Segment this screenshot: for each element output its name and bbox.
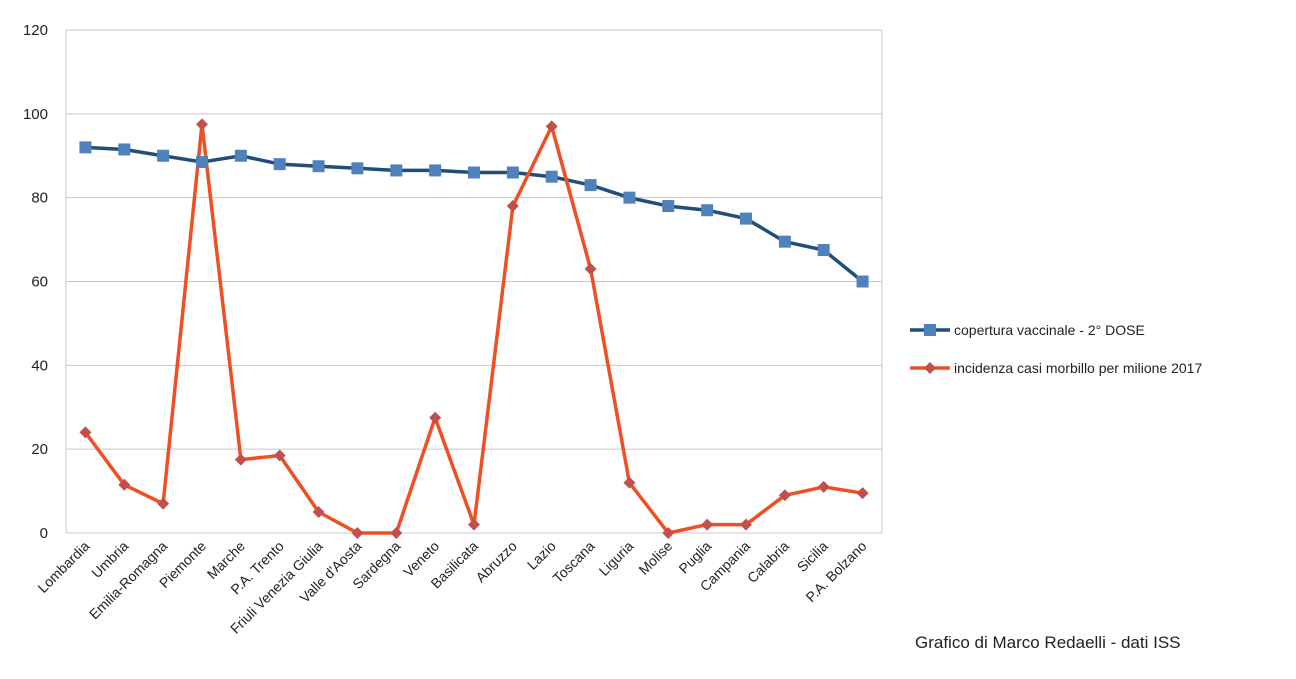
legend: copertura vaccinale - 2° DOSE incidenza c… bbox=[910, 322, 1202, 376]
data-point bbox=[856, 487, 869, 500]
data-point bbox=[468, 518, 480, 531]
data-point bbox=[545, 170, 558, 183]
data-point bbox=[429, 411, 442, 424]
data-point bbox=[740, 212, 752, 225]
data-point bbox=[545, 120, 558, 133]
data-point bbox=[429, 164, 442, 177]
data-point bbox=[856, 275, 869, 288]
x-tick-label: Sicilia bbox=[794, 538, 831, 575]
data-point bbox=[157, 149, 170, 162]
data-point bbox=[234, 453, 247, 466]
y-axis-ticks: 0 20 40 60 80 100 120 bbox=[23, 22, 48, 542]
data-point bbox=[273, 449, 286, 462]
series-line bbox=[83, 122, 865, 535]
data-point bbox=[662, 200, 675, 213]
data-point bbox=[118, 143, 131, 156]
x-tick-label: Lazio bbox=[524, 538, 559, 573]
data-point bbox=[506, 200, 519, 213]
gridlines bbox=[65, 29, 883, 534]
data-point bbox=[662, 527, 675, 539]
data-point bbox=[584, 262, 597, 275]
data-point bbox=[157, 497, 170, 510]
data-point bbox=[701, 518, 714, 531]
data-point bbox=[778, 489, 791, 502]
data-point bbox=[118, 478, 131, 491]
data-point bbox=[740, 518, 752, 531]
x-tick-label: Calabria bbox=[744, 538, 792, 586]
y-tick-label: 20 bbox=[31, 441, 48, 458]
data-point bbox=[79, 426, 92, 439]
data-point bbox=[312, 160, 325, 173]
chart-credit: Grafico di Marco Redaelli - dati ISS bbox=[915, 633, 1181, 652]
data-point bbox=[273, 158, 286, 171]
data-point bbox=[701, 204, 714, 217]
y-tick-label: 120 bbox=[23, 22, 48, 39]
x-tick-label: Molise bbox=[635, 538, 675, 578]
data-point bbox=[778, 235, 791, 248]
data-point bbox=[196, 118, 208, 131]
series-markers bbox=[79, 118, 869, 539]
data-point bbox=[817, 480, 830, 493]
data-point bbox=[351, 162, 364, 175]
data-point bbox=[196, 156, 208, 169]
series-lines bbox=[83, 122, 865, 535]
data-point bbox=[468, 166, 480, 179]
data-point bbox=[817, 244, 830, 257]
data-point bbox=[506, 166, 519, 179]
data-point bbox=[390, 527, 403, 539]
y-tick-label: 60 bbox=[31, 274, 48, 291]
data-point bbox=[79, 141, 92, 154]
legend-marker bbox=[924, 362, 936, 374]
data-point bbox=[390, 164, 403, 177]
data-point bbox=[623, 191, 636, 204]
legend-label: incidenza casi morbillo per milione 2017 bbox=[954, 360, 1202, 376]
legend-label: copertura vaccinale - 2° DOSE bbox=[954, 322, 1145, 338]
x-tick-label: Toscana bbox=[549, 538, 597, 586]
y-tick-label: 80 bbox=[31, 190, 48, 207]
data-point bbox=[234, 149, 247, 162]
y-tick-label: 0 bbox=[40, 525, 48, 542]
x-tick-label: Lombardia bbox=[34, 538, 92, 596]
data-point bbox=[623, 476, 636, 489]
data-point bbox=[312, 506, 325, 519]
y-tick-label: 40 bbox=[31, 357, 48, 374]
x-tick-label: Abruzzo bbox=[472, 538, 520, 586]
data-point bbox=[584, 179, 597, 192]
x-axis-ticks: LombardiaUmbriaEmilia-RomagnaPiemonteMar… bbox=[34, 538, 869, 637]
legend-marker bbox=[924, 324, 936, 336]
y-tick-label: 100 bbox=[23, 106, 48, 123]
x-tick-label: Liguria bbox=[596, 538, 637, 579]
data-point bbox=[351, 527, 364, 539]
